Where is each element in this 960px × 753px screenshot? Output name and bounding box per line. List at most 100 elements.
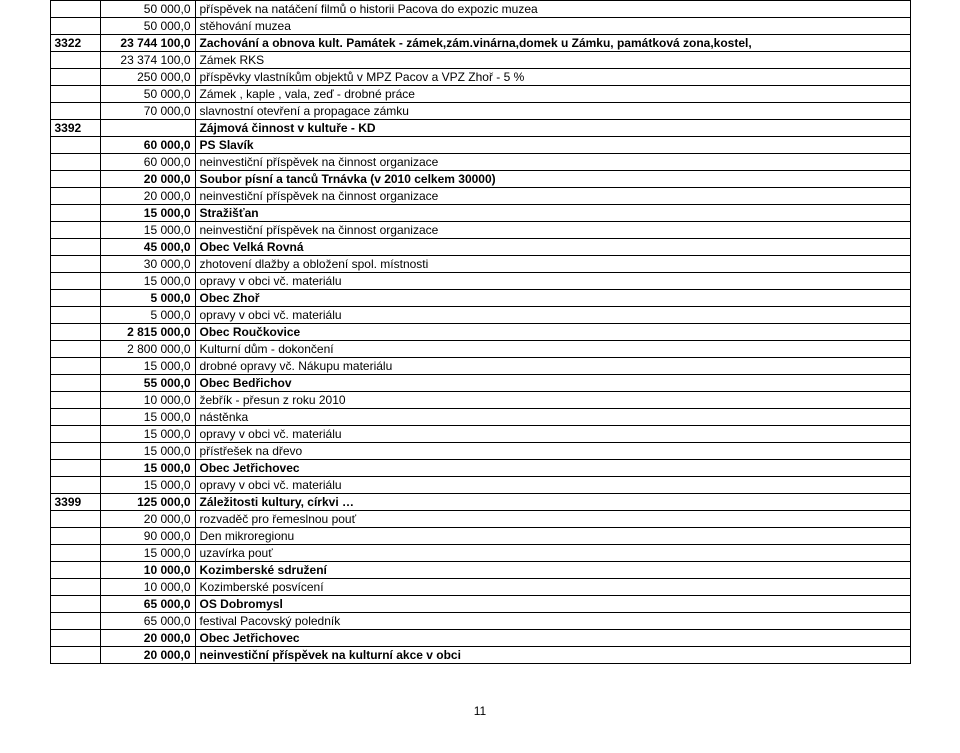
table-row: 15 000,0opravy v obci vč. materiálu [50,273,910,290]
code-cell [50,171,100,188]
table-row: 45 000,0Obec Velká Rovná [50,239,910,256]
code-cell [50,579,100,596]
amount-cell: 15 000,0 [100,358,195,375]
code-cell [50,188,100,205]
description-cell: Obec Jetřichovec [195,460,910,477]
amount-cell: 20 000,0 [100,171,195,188]
code-cell [50,426,100,443]
description-cell: Zachování a obnova kult. Památek - zámek… [195,35,910,52]
description-cell: neinvestiční příspěvek na činnost organi… [195,222,910,239]
table-row: 3392Zájmová činnost v kultuře - KD [50,120,910,137]
code-cell [50,511,100,528]
description-cell: příspěvek na natáčení filmů o historii P… [195,1,910,18]
amount-cell: 10 000,0 [100,392,195,409]
table-row: 50 000,0stěhování muzea [50,18,910,35]
description-cell: drobné opravy vč. Nákupu materiálu [195,358,910,375]
table-row: 50 000,0příspěvek na natáčení filmů o hi… [50,1,910,18]
code-cell [50,375,100,392]
code-cell [50,392,100,409]
code-cell [50,222,100,239]
table-row: 55 000,0Obec Bedřichov [50,375,910,392]
amount-cell: 65 000,0 [100,596,195,613]
description-cell: Kozimberské sdružení [195,562,910,579]
table-row: 50 000,0Zámek , kaple , vala, zeď - drob… [50,86,910,103]
table-row: 10 000,0Kozimberské posvícení [50,579,910,596]
amount-cell: 2 815 000,0 [100,324,195,341]
description-cell: Zámek RKS [195,52,910,69]
table-row: 15 000,0opravy v obci vč. materiálu [50,477,910,494]
amount-cell: 15 000,0 [100,477,195,494]
description-cell: rozvaděč pro řemeslnou pouť [195,511,910,528]
description-cell: slavnostní otevření a propagace zámku [195,103,910,120]
amount-cell [100,120,195,137]
table-row: 65 000,0OS Dobromysl [50,596,910,613]
amount-cell: 20 000,0 [100,511,195,528]
table-row: 2 800 000,0Kulturní dům - dokončení [50,341,910,358]
description-cell: Stražišťan [195,205,910,222]
amount-cell: 15 000,0 [100,205,195,222]
description-cell: stěhování muzea [195,18,910,35]
amount-cell: 15 000,0 [100,222,195,239]
table-row: 20 000,0Soubor písní a tanců Trnávka (v … [50,171,910,188]
table-row: 15 000,0drobné opravy vč. Nákupu materiá… [50,358,910,375]
table-row: 20 000,0neinvestiční příspěvek na činnos… [50,188,910,205]
description-cell: Obec Velká Rovná [195,239,910,256]
table-row: 15 000,0přístřešek na dřevo [50,443,910,460]
table-row: 250 000,0příspěvky vlastníkům objektů v … [50,69,910,86]
table-row: 15 000,0Stražišťan [50,205,910,222]
description-cell: Obec Jetřichovec [195,630,910,647]
amount-cell: 2 800 000,0 [100,341,195,358]
amount-cell: 15 000,0 [100,426,195,443]
table-row: 60 000,0PS Slavík [50,137,910,154]
description-cell: nástěnka [195,409,910,426]
table-row: 30 000,0zhotovení dlažby a obložení spol… [50,256,910,273]
table-row: 10 000,0Kozimberské sdružení [50,562,910,579]
amount-cell: 20 000,0 [100,647,195,664]
amount-cell: 50 000,0 [100,1,195,18]
code-cell [50,69,100,86]
description-cell: Obec Zhoř [195,290,910,307]
code-cell [50,341,100,358]
table-row: 5 000,0Obec Zhoř [50,290,910,307]
description-cell: přístřešek na dřevo [195,443,910,460]
code-cell [50,1,100,18]
amount-cell: 65 000,0 [100,613,195,630]
amount-cell: 10 000,0 [100,562,195,579]
code-cell [50,154,100,171]
table-row: 70 000,0slavnostní otevření a propagace … [50,103,910,120]
amount-cell: 15 000,0 [100,545,195,562]
description-cell: žebřík - přesun z roku 2010 [195,392,910,409]
code-cell: 3392 [50,120,100,137]
code-cell [50,18,100,35]
code-cell [50,307,100,324]
description-cell: Kulturní dům - dokončení [195,341,910,358]
amount-cell: 45 000,0 [100,239,195,256]
table-row: 23 374 100,0Zámek RKS [50,52,910,69]
table-row: 2 815 000,0Obec Roučkovice [50,324,910,341]
table-row: 3399125 000,0Záležitosti kultury, církvi… [50,494,910,511]
table-row: 20 000,0neinvestiční příspěvek na kultur… [50,647,910,664]
description-cell: Den mikroregionu [195,528,910,545]
table-row: 15 000,0uzavírka pouť [50,545,910,562]
code-cell [50,273,100,290]
amount-cell: 15 000,0 [100,443,195,460]
amount-cell: 10 000,0 [100,579,195,596]
code-cell [50,528,100,545]
description-cell: festival Pacovský poledník [195,613,910,630]
table-row: 60 000,0neinvestiční příspěvek na činnos… [50,154,910,171]
code-cell [50,409,100,426]
code-cell [50,460,100,477]
code-cell [50,358,100,375]
amount-cell: 20 000,0 [100,630,195,647]
amount-cell: 250 000,0 [100,69,195,86]
amount-cell: 70 000,0 [100,103,195,120]
description-cell: příspěvky vlastníkům objektů v MPZ Pacov… [195,69,910,86]
amount-cell: 125 000,0 [100,494,195,511]
amount-cell: 20 000,0 [100,188,195,205]
table-row: 15 000,0nástěnka [50,409,910,426]
table-row: 332223 744 100,0Zachování a obnova kult.… [50,35,910,52]
amount-cell: 5 000,0 [100,307,195,324]
table-row: 20 000,0rozvaděč pro řemeslnou pouť [50,511,910,528]
description-cell: Záležitosti kultury, církvi … [195,494,910,511]
amount-cell: 23 744 100,0 [100,35,195,52]
